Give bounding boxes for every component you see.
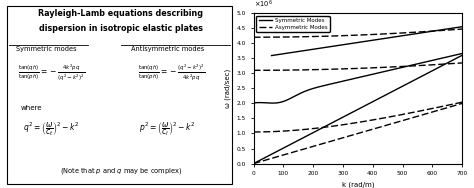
Text: $q^2 = \left(\dfrac{\omega}{c_t}\right)^2 - k^2$: $q^2 = \left(\dfrac{\omega}{c_t}\right)^…: [23, 120, 80, 138]
Text: Symmetric modes: Symmetric modes: [16, 46, 77, 52]
Text: $\times 10^6$: $\times 10^6$: [254, 0, 273, 10]
Y-axis label: ω (rad/sec): ω (rad/sec): [225, 69, 231, 108]
Text: (Note that $p$ and $q$ may be complex): (Note that $p$ and $q$ may be complex): [60, 166, 182, 176]
Text: dispersion in isotropic elastic plates: dispersion in isotropic elastic plates: [39, 24, 203, 33]
Text: $p^2 = \left(\dfrac{\omega}{c_l}\right)^2 - k^2$: $p^2 = \left(\dfrac{\omega}{c_l}\right)^…: [139, 120, 196, 138]
Text: Antisymmetric modes: Antisymmetric modes: [131, 46, 204, 52]
X-axis label: k (rad/m): k (rad/m): [342, 182, 374, 188]
Text: $\frac{\tan(qh)}{\tan(ph)} = -\frac{4k^2pq}{(q^2-k^2)^2}$: $\frac{\tan(qh)}{\tan(ph)} = -\frac{4k^2…: [18, 63, 85, 83]
Text: Rayleigh-Lamb equations describing: Rayleigh-Lamb equations describing: [38, 9, 203, 18]
Text: where: where: [21, 105, 43, 111]
Text: $\frac{\tan(qh)}{\tan(ph)} = -\frac{(q^2-k^2)^2}{4k^2pq}$: $\frac{\tan(qh)}{\tan(ph)} = -\frac{(q^2…: [138, 63, 206, 83]
Legend: Symmetric Modes, Asymmetric Modes: Symmetric Modes, Asymmetric Modes: [256, 16, 329, 32]
